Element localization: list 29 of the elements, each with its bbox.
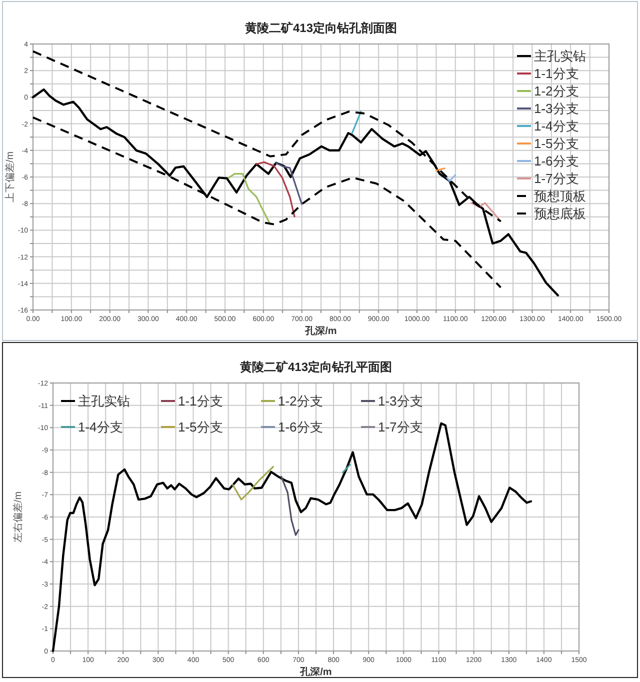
- legend-label: 1-5分支: [534, 136, 579, 151]
- legend-label: 主孔实钻: [534, 48, 586, 64]
- line-series: [232, 466, 274, 500]
- line-series: [256, 161, 296, 218]
- legend-label: 1-2分支: [278, 394, 323, 408]
- line-series: [275, 162, 303, 205]
- legend-label: 预想顶板: [534, 188, 586, 204]
- line-series: [52, 422, 532, 652]
- legend-label: 1-3分支: [378, 394, 423, 408]
- legend-label: 1-2分支: [534, 84, 579, 98]
- chart-title: 黄陵二矿413定向钻孔剖面图: [244, 21, 398, 35]
- line-series: [228, 173, 272, 226]
- legend-label: 1-3分支: [534, 101, 579, 116]
- legend-label: 预想底板: [534, 206, 586, 221]
- x-axis-title: 孔深/m: [304, 325, 337, 337]
- legend-label: 1-6分支: [534, 154, 579, 168]
- legend-label: 1-7分支: [534, 171, 579, 186]
- legend-label: 1-1分支: [178, 394, 223, 408]
- y-axis-title: 左右偏差/m: [12, 491, 24, 543]
- legend-label: 1-5分支: [178, 420, 223, 434]
- legend-label: 主孔实钻: [78, 394, 130, 408]
- legend-label: 1-4分支: [78, 420, 123, 434]
- line-series: [280, 476, 300, 536]
- legend-label: 1-7分支: [378, 420, 423, 434]
- legend-label: 1-1分支: [534, 66, 579, 81]
- chart-title: 黄陵二矿413定向钻孔平面图: [238, 360, 392, 374]
- legend-label: 1-4分支: [534, 118, 579, 134]
- legend-label: 1-6分支: [278, 420, 323, 434]
- y-axis-title: 上下偏差/m: [4, 151, 16, 203]
